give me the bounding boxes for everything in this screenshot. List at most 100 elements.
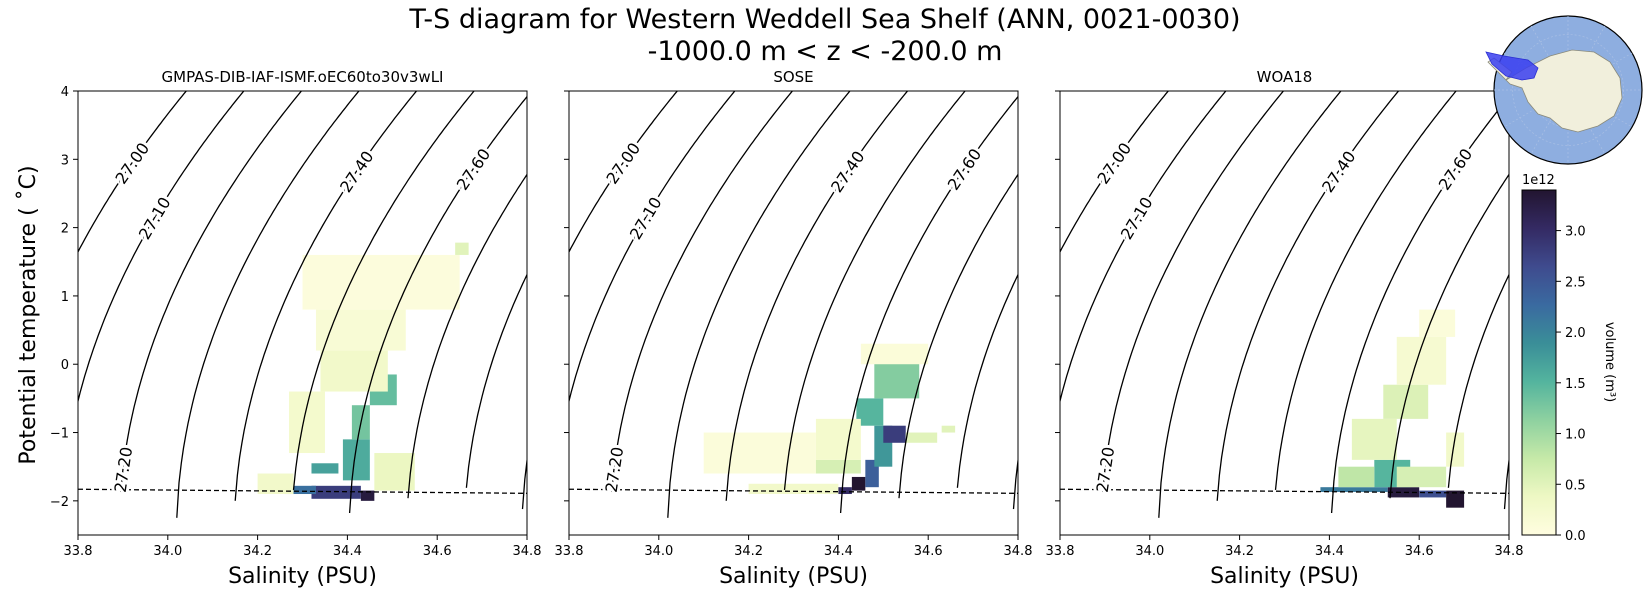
axes-frame bbox=[568, 90, 1019, 536]
x-tick-label: 34.0 bbox=[644, 544, 673, 559]
x-tick-label: 33.8 bbox=[555, 544, 584, 559]
isopycnal-line bbox=[725, 91, 909, 501]
panel-title: GMPAS-DIB-IAF-ISMF.oEC60to30v3wLI bbox=[162, 68, 444, 86]
isopycnal-label: 27.10 bbox=[1117, 194, 1157, 243]
volume-cell bbox=[289, 391, 325, 454]
colorbar-tick-label: 1.0 bbox=[1565, 428, 1586, 443]
volume-cell bbox=[1320, 487, 1388, 492]
isopycnal-line bbox=[1330, 95, 1509, 514]
x-tick-label: 33.8 bbox=[64, 544, 93, 559]
inset-map bbox=[1485, 15, 1643, 165]
axes-frame bbox=[1059, 90, 1510, 536]
isopycnal-line bbox=[78, 91, 188, 254]
volume-cell bbox=[315, 309, 406, 351]
colorbar-tick-label: 1.5 bbox=[1565, 377, 1586, 392]
x-tick-label: 34.4 bbox=[824, 544, 853, 559]
volume-cell bbox=[311, 485, 361, 499]
y-tick-label: 1 bbox=[61, 290, 69, 305]
colorbar: 0.0 0.5 1.0 1.5 2.0 2.5 3.0 1e12 volume (m³) bbox=[1521, 173, 1617, 544]
colorbar-label: volume (m³) bbox=[1602, 322, 1617, 402]
volume-cell bbox=[1446, 490, 1465, 508]
volume-cell bbox=[455, 242, 469, 255]
isopycnal-line bbox=[234, 91, 418, 501]
x-tick-label: 34.6 bbox=[1405, 544, 1434, 559]
isopycnal-line bbox=[1012, 456, 1018, 510]
volume-cell bbox=[1387, 487, 1420, 498]
freezing-line bbox=[1060, 488, 1509, 494]
isopycnal-line bbox=[1060, 91, 1170, 254]
volume-cell bbox=[905, 432, 938, 443]
y-tick-label: 2 bbox=[61, 222, 69, 237]
x-tick-label: 33.8 bbox=[1046, 544, 1075, 559]
x-tick-label: 34.8 bbox=[1004, 544, 1033, 559]
volume-cell bbox=[815, 418, 861, 460]
panel-title: SOSE bbox=[773, 68, 813, 86]
x-tick-label: 34.2 bbox=[243, 544, 272, 559]
colorbar-bar bbox=[1521, 189, 1557, 536]
isopycnal-line bbox=[569, 91, 736, 404]
volume-cell bbox=[1351, 418, 1397, 460]
isopycnal-line bbox=[783, 91, 966, 490]
x-axis-label: Salinity (PSU) bbox=[228, 564, 377, 589]
x-tick-label: 34.6 bbox=[914, 544, 943, 559]
volume-cell bbox=[1338, 466, 1375, 488]
isopycnal-label: 27.10 bbox=[135, 194, 175, 243]
isopycnal-line bbox=[1216, 91, 1400, 501]
isopycnal-line bbox=[839, 95, 1018, 514]
isopycnal-line bbox=[521, 456, 527, 510]
colorbar-tick-label: 2.0 bbox=[1565, 326, 1586, 341]
colorbar-tick-label: 0.0 bbox=[1565, 529, 1586, 544]
y-tick-label: −2 bbox=[50, 495, 69, 510]
volume-cell bbox=[257, 473, 294, 495]
volume-cell bbox=[284, 485, 316, 495]
isopycnal-line bbox=[569, 91, 679, 254]
volume-cell bbox=[1396, 336, 1447, 385]
volume-cell bbox=[1419, 490, 1447, 498]
isopycnal-line bbox=[176, 91, 360, 518]
colorbar-tick-label: 0.5 bbox=[1565, 478, 1586, 493]
volume-cell bbox=[941, 425, 956, 433]
x-tick-label: 34.8 bbox=[1495, 544, 1524, 559]
y-axis-label: Potential temperature ( ˚C) bbox=[16, 165, 41, 464]
axes-frame bbox=[77, 90, 528, 536]
isopycnal-label: 27.10 bbox=[626, 194, 666, 243]
isopycnal-line bbox=[1389, 173, 1509, 499]
volume-cell bbox=[1446, 432, 1465, 467]
x-tick-label: 34.4 bbox=[1315, 544, 1344, 559]
isopycnal-line bbox=[348, 95, 527, 514]
volume-cell bbox=[1396, 466, 1447, 488]
volume-cell bbox=[851, 476, 866, 491]
x-tick-label: 34.2 bbox=[1225, 544, 1254, 559]
volume-cell bbox=[860, 343, 929, 365]
freezing-line bbox=[78, 488, 527, 494]
y-tick-label: 3 bbox=[61, 153, 69, 168]
x-tick-label: 34.2 bbox=[734, 544, 763, 559]
figure-subtitle: -1000.0 m < z < -200.0 m bbox=[648, 36, 1003, 67]
volume-cell bbox=[311, 463, 339, 474]
isopycnal-line bbox=[1274, 91, 1457, 490]
volume-cell bbox=[1419, 309, 1456, 337]
isopycnal-line bbox=[1060, 91, 1227, 404]
volume-cell bbox=[829, 487, 852, 495]
volume-cell bbox=[748, 483, 839, 495]
isopycnal-line bbox=[898, 173, 1018, 499]
x-tick-label: 34.0 bbox=[1135, 544, 1164, 559]
y-tick-label: 0 bbox=[61, 358, 69, 373]
x-axis-label: Salinity (PSU) bbox=[1210, 564, 1359, 589]
y-tick-label: −1 bbox=[50, 427, 69, 442]
map-highlight-region bbox=[1485, 51, 1539, 81]
isopycnal-line bbox=[956, 273, 1018, 488]
colorbar-exponent: 1e12 bbox=[1522, 173, 1555, 188]
x-tick-label: 34.4 bbox=[333, 544, 362, 559]
panel-title: WOA18 bbox=[1257, 68, 1313, 86]
figure-title: T-S diagram for Western Weddell Sea Shel… bbox=[408, 4, 1240, 35]
x-tick-label: 34.8 bbox=[513, 544, 542, 559]
volume-cell bbox=[374, 453, 415, 491]
